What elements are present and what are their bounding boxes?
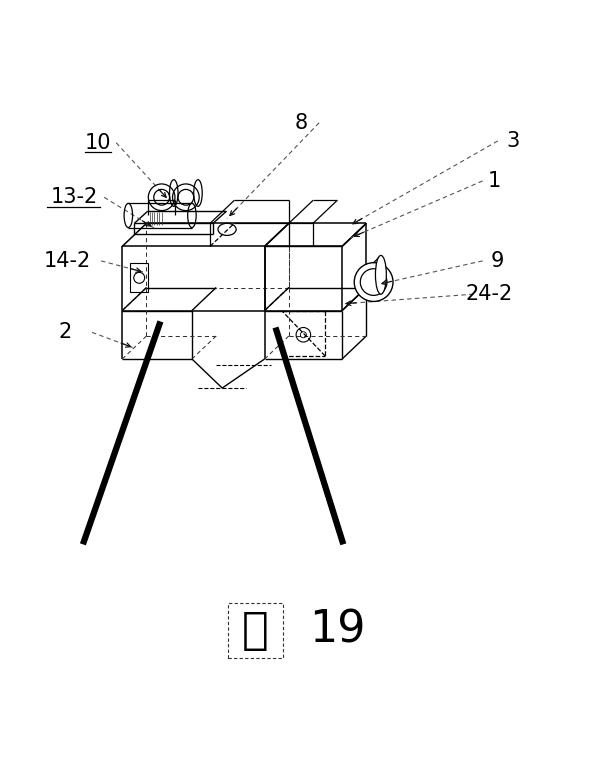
Circle shape (354, 263, 393, 302)
Ellipse shape (375, 255, 386, 294)
Text: 13-2: 13-2 (50, 187, 98, 207)
Text: 9: 9 (491, 251, 505, 271)
Text: 2: 2 (58, 322, 71, 342)
Text: 1: 1 (488, 171, 502, 191)
Text: 19: 19 (309, 609, 365, 652)
Text: 14-2: 14-2 (44, 251, 91, 271)
Bar (228, 603, 283, 658)
Text: 3: 3 (507, 131, 519, 151)
Text: 图: 图 (242, 609, 269, 652)
Text: 24-2: 24-2 (465, 284, 512, 304)
Text: 8: 8 (294, 113, 308, 133)
Text: 10: 10 (85, 133, 111, 153)
Bar (130, 264, 149, 293)
